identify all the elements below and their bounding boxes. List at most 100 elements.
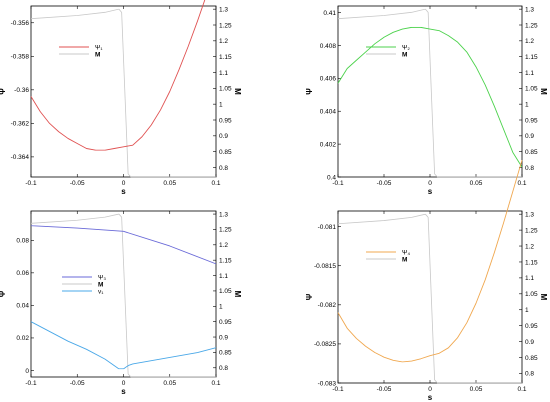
x-tick-label: 0.05: [470, 180, 483, 187]
x-tick-label: 0.05: [470, 386, 483, 393]
y-tick-label: -0.356: [11, 20, 30, 27]
x-tick-label: 0: [428, 180, 432, 187]
x-tick-label: -0.1: [25, 180, 37, 187]
y-tick-label: 0.406: [320, 76, 337, 83]
y2-tick-label: 1.05: [219, 86, 232, 93]
plot-frame: [30, 210, 217, 378]
y2-axis-label: M: [233, 291, 242, 298]
y-tick-label: 0.08: [16, 238, 29, 245]
y-tick-label: -0.358: [11, 54, 30, 61]
chart-panel-2: -0.1 -0.05 0 0.05 0.1s0.410.4080.4060.4040.4…: [305, 5, 548, 196]
y-tick-label: -0.36: [14, 87, 29, 94]
y2-tick-label: 1.05: [525, 86, 538, 93]
x-tick-label: -0.05: [377, 386, 392, 393]
chart-panel-1: -0.1 -0.05 0 0.05 0.1 s -0.356 -0.358 -0.36 -0.36…: [0, 0, 242, 196]
x-axis-label: s: [121, 187, 126, 196]
x-tick-label: -0.05: [70, 380, 85, 387]
y2-tick-label: 1: [219, 101, 223, 108]
y2-tick-label: 0.9: [219, 133, 228, 140]
series-line-M: [31, 214, 216, 377]
x-tick-label: 0.1: [517, 180, 526, 187]
y-tick-label: -0.364: [11, 154, 30, 161]
chart-panel-3: -0.1 -0.05 0 0.05 0.1 s 0.08 0.06 0.04 0.02 0 Ψ 1.3 1…: [0, 210, 242, 396]
x-axis-label: s: [428, 393, 433, 402]
y2-tick-label: 0.95: [525, 117, 538, 124]
series-line-M: [31, 9, 216, 177]
y2-tick-label: 0.8: [219, 165, 228, 172]
y2-tick-label: 1.15: [525, 259, 538, 266]
x-tick-label: 0.1: [211, 380, 220, 387]
y-axis-label: Ψ: [0, 88, 7, 95]
y-tick-label: 0.4: [327, 174, 336, 181]
x-tick-label: 0: [428, 386, 432, 393]
y2-tick-label: 0.85: [525, 355, 538, 362]
y-tick-label: 0.41: [323, 10, 336, 17]
x-tick-label: 0: [122, 180, 126, 187]
y-axis-label: Ψ: [305, 293, 314, 300]
y2-tick-label: 1.3: [219, 211, 228, 218]
series-line-psi: [31, 322, 216, 369]
y-tick-label: 0.02: [16, 335, 29, 342]
y2-tick-label: 1.15: [219, 257, 232, 264]
y-tick-label: 0.408: [320, 43, 337, 50]
y2-tick-label: 1.3: [525, 6, 534, 13]
x-tick-label: -0.1: [25, 380, 37, 387]
y2-tick-label: 1: [525, 307, 529, 314]
y2-tick-label: 1.1: [219, 273, 228, 280]
series-line-M: [338, 9, 522, 177]
x-tick-label: 0: [122, 380, 126, 387]
x-axis-label: s: [428, 187, 433, 196]
y-tick-label: -0.081: [318, 224, 337, 231]
y-tick-label: 0.06: [16, 270, 29, 277]
y2-tick-label: 1.25: [525, 22, 538, 29]
y2-tick-label: 0.85: [219, 149, 232, 156]
y2-tick-label: 1: [525, 101, 529, 108]
y2-tick-label: 1.2: [525, 38, 534, 45]
y2-tick-label: 0.9: [219, 334, 228, 341]
legend-label: Ψ₄: [402, 249, 410, 256]
y-tick-label: -0.362: [11, 121, 30, 128]
y2-tick-label: 1.15: [525, 54, 538, 61]
y2-axis-label: M: [539, 88, 548, 95]
y2-tick-label: 1.1: [525, 70, 534, 77]
series-line-psi: [338, 160, 522, 362]
series-line-psi: [338, 27, 522, 167]
y2-tick-label: 1.25: [525, 227, 538, 234]
legend-label: M: [95, 51, 100, 58]
series-line-psi: [31, 0, 216, 150]
y2-tick-label: 0.95: [525, 323, 538, 330]
y2-tick-label: 1.25: [219, 22, 232, 29]
plot-frame: [337, 210, 523, 384]
chart-panel-4: -0.1 -0.05 0 0.05 0.1 s -0.081 -0.0815 -0.082 -0.…: [305, 160, 548, 402]
legend-label: v₁: [98, 288, 104, 295]
y-tick-label: 0.04: [16, 303, 29, 310]
y2-axis-label: M: [539, 294, 548, 301]
x-tick-label: 0.1: [517, 386, 526, 393]
y2-tick-label: 1.05: [525, 291, 538, 298]
x-axis-label: s: [121, 387, 126, 396]
y2-tick-label: 0.8: [219, 365, 228, 372]
series-line-psi: [31, 226, 216, 264]
series-line-M: [338, 214, 522, 383]
y2-tick-label: 1.1: [525, 275, 534, 282]
y2-tick-label: 1.3: [219, 6, 228, 13]
y-tick-label: -0.082: [318, 302, 337, 309]
y2-tick-label: 1.15: [219, 54, 232, 61]
y2-tick-label: 1.1: [219, 70, 228, 77]
legend-label: Ψ₁: [95, 44, 103, 51]
y2-tick-label: 0.95: [219, 319, 232, 326]
y-tick-label: 0.402: [320, 141, 337, 148]
x-tick-label: 0.05: [163, 380, 176, 387]
y2-axis-label: M: [233, 88, 242, 95]
x-tick-label: -0.1: [332, 180, 344, 187]
y-tick-label: -0.0815: [314, 263, 336, 270]
x-tick-label: -0.05: [377, 180, 392, 187]
y2-tick-label: 1.25: [219, 227, 232, 234]
legend-label: Ψ₂: [402, 44, 410, 51]
y2-tick-label: 0.9: [525, 339, 534, 346]
legend-label: M: [402, 256, 407, 263]
x-tick-label: -0.1: [332, 386, 344, 393]
x-tick-label: 0.1: [211, 180, 220, 187]
y2-tick-label: 0.9: [525, 133, 534, 140]
